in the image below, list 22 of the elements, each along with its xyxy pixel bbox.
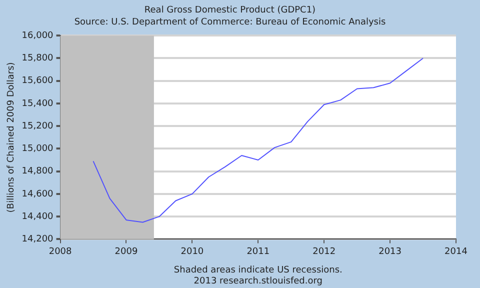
chart-title: Real Gross Domestic Product (GDPC1) (144, 6, 316, 16)
y-tick-label: 14,600 (22, 189, 54, 200)
y-tick-label: 15,600 (22, 76, 54, 86)
y-tick-label: 14,200 (22, 234, 54, 245)
x-tick-label: 2010 (180, 246, 204, 257)
text: Shaded areas indicate US recessions. (174, 265, 342, 276)
y-tick-label: 15,800 (22, 54, 54, 64)
y-tick-label: 14,400 (22, 212, 54, 222)
y-axis-title: (Billions of Chained 2009 Dollars) (6, 62, 17, 213)
x-tick-label: 2013 (378, 246, 402, 257)
x-tick-label: 2014 (444, 246, 468, 257)
x-tick-label: 2009 (114, 246, 138, 257)
x-tick-label: 2008 (48, 246, 72, 257)
y-tick-label: 16,000 (22, 30, 54, 41)
y-tick-label: 14,800 (22, 166, 54, 177)
y-tick-label: 15,200 (22, 121, 54, 132)
y-tick-label: 15,400 (22, 98, 54, 109)
x-tick-label: 2012 (312, 246, 336, 257)
chart-subtitle: Source: U.S. Department of Commerce: Bureau of Economic Analysis (74, 18, 386, 28)
x-tick-label: 2011 (246, 246, 270, 257)
y-tick-label: 15,000 (22, 144, 54, 154)
text: 2013 research.stlouisfed.org (194, 276, 323, 286)
